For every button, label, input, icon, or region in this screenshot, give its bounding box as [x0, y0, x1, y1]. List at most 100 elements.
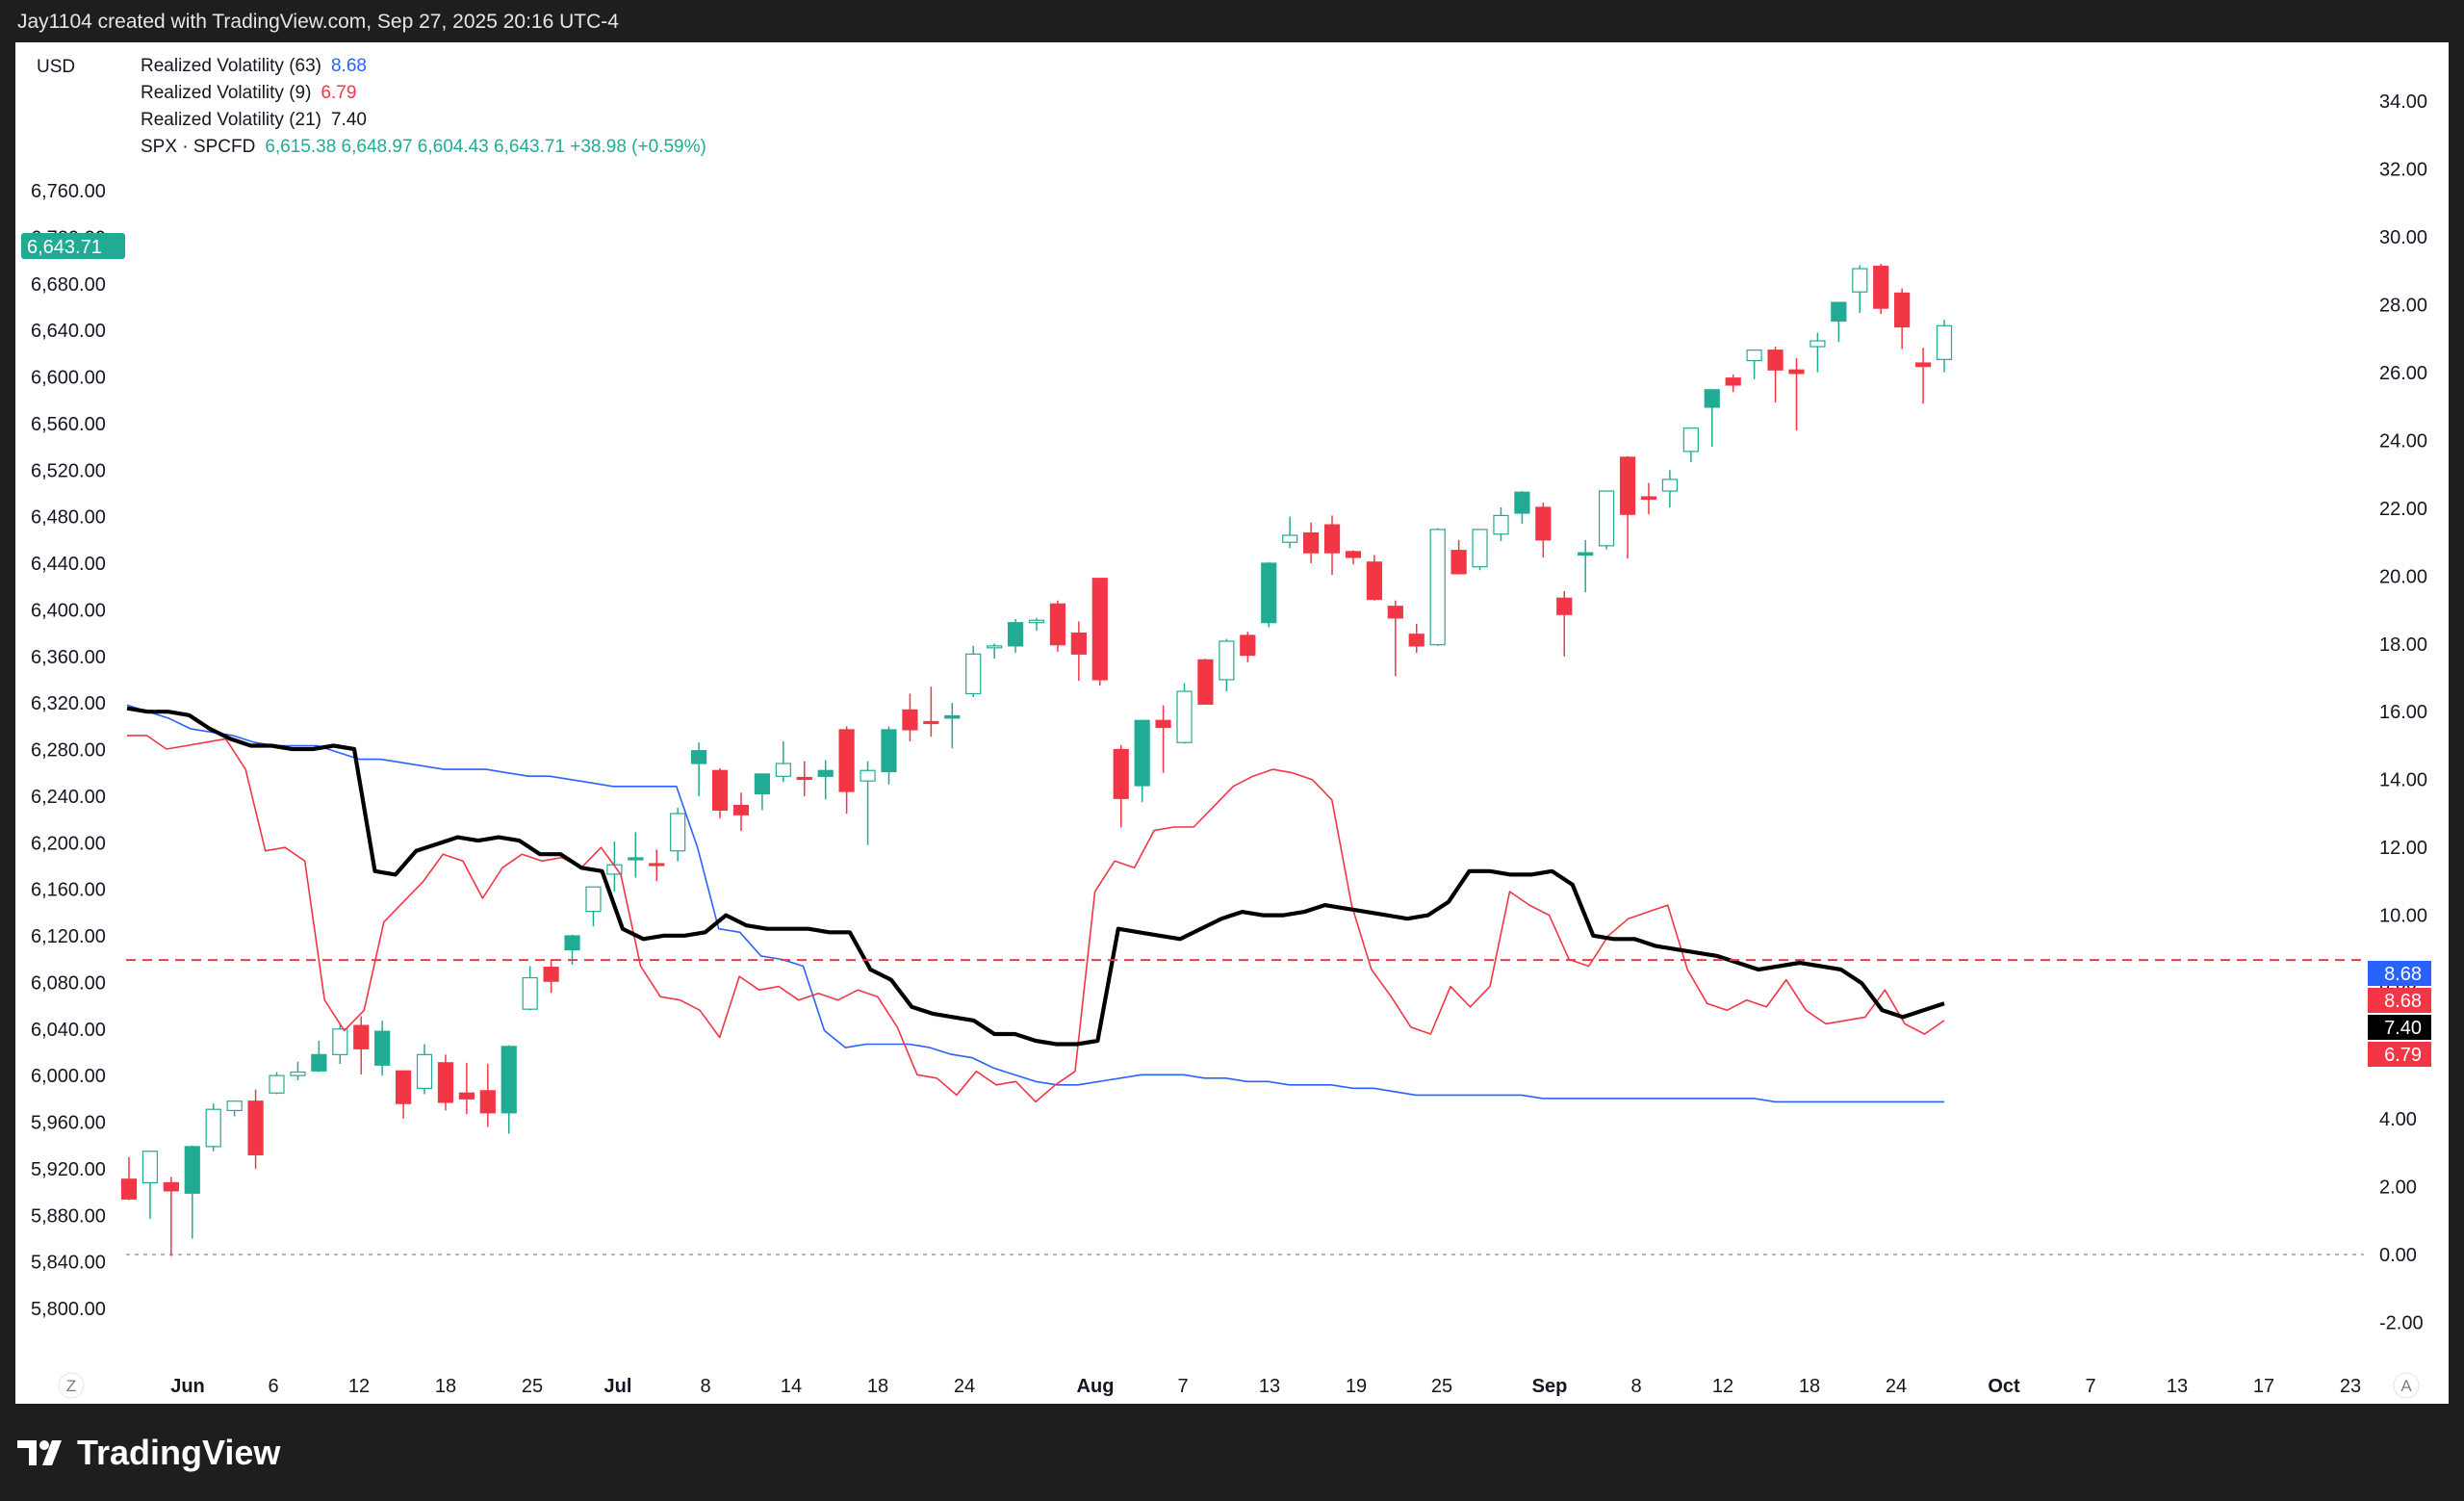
candle-body — [1640, 496, 1657, 501]
time-tick-label: 13 — [2167, 1376, 2188, 1397]
candle-body — [923, 720, 939, 725]
time-axis[interactable]: Jun 6 12 18 25 Jul 8 14 18 24 Aug 7 13 19 25 Sep 8 12 18 24… — [170, 1376, 2361, 1397]
currency-label[interactable]: USD — [37, 57, 76, 77]
candle-body — [1914, 362, 1932, 368]
candle-body — [691, 750, 707, 764]
candle-body — [1746, 349, 1762, 362]
legend-vol63-value: 8.68 — [330, 56, 367, 76]
vol-tick-label: 26.00 — [2379, 363, 2427, 384]
candle-body — [205, 1108, 221, 1148]
legend-vol63[interactable]: Realized Volatility (63) 8.68 — [141, 56, 367, 77]
price-tick-label: 5,840.00 — [31, 1253, 106, 1274]
value-badge-text: 8.68 — [2384, 964, 2422, 985]
zoom-button[interactable]: Z — [58, 1372, 85, 1399]
zoom-button-bg[interactable] — [58, 1372, 85, 1399]
price-tick-label: 5,920.00 — [31, 1159, 106, 1180]
time-tick-label: Jun — [170, 1376, 205, 1397]
candle-body — [416, 1053, 433, 1090]
candle-body — [500, 1046, 517, 1114]
candle-body — [1578, 552, 1594, 556]
price-tick-label: 5,800.00 — [31, 1299, 106, 1320]
chart-attribution: Jay1104 created with TradingView.com, Se… — [17, 11, 619, 33]
price-tick-label: 6,440.00 — [31, 554, 106, 575]
right-badges: 8.68 8.68 7.40 6.79 — [2368, 961, 2431, 1067]
candle-body — [1240, 634, 1256, 657]
value-badge-text: 8.68 — [2384, 991, 2422, 1012]
time-tick-label: Sep — [1532, 1376, 1568, 1397]
candle-body — [1556, 597, 1573, 615]
candle-body — [987, 645, 1003, 649]
vol21-line — [126, 706, 1945, 1047]
value-badge-text: 6.79 — [2384, 1045, 2422, 1066]
footer-bar: TradingView — [0, 1404, 2464, 1501]
candle-body — [585, 886, 602, 913]
price-tick-label: 6,520.00 — [31, 460, 106, 481]
candle-body — [353, 1024, 370, 1049]
time-tick-label: 23 — [2340, 1376, 2361, 1397]
time-tick-label: Aug — [1077, 1376, 1115, 1397]
time-tick-label: 25 — [1431, 1376, 1452, 1397]
candle-body — [1852, 268, 1868, 293]
vol-tick-label: 24.00 — [2379, 430, 2427, 452]
candle-body — [1682, 427, 1699, 453]
volatility-axis[interactable]: -2.000.002.004.006.008.0010.0012.0014.00… — [2379, 91, 2427, 1333]
candle-body — [1219, 640, 1235, 681]
candle-body — [479, 1090, 496, 1114]
time-tick-label: 12 — [1712, 1376, 1733, 1397]
candle-body — [1493, 514, 1509, 535]
candle-body — [564, 935, 580, 951]
candle-body — [120, 1178, 138, 1200]
price-tick-label: 6,600.00 — [31, 368, 106, 389]
price-tick-label: 6,000.00 — [31, 1066, 106, 1087]
candle-body — [1070, 632, 1087, 655]
legend-vol9-label: Realized Volatility (9) — [141, 83, 312, 103]
time-tick-label: 6 — [268, 1376, 278, 1397]
auto-scale-button[interactable]: A — [2393, 1372, 2420, 1399]
legend-spx[interactable]: SPX · SPCFD 6,615.38 6,648.97 6,604.43 6,… — [141, 137, 706, 158]
time-tick-label: 24 — [954, 1376, 975, 1397]
candle-body — [1514, 491, 1530, 514]
candle-body — [1767, 349, 1784, 371]
candle-body — [226, 1100, 243, 1112]
candle-body — [437, 1062, 454, 1103]
candle-body — [1302, 531, 1320, 554]
time-tick-label: 17 — [2253, 1376, 2274, 1397]
price-tick-label: 6,240.00 — [31, 787, 106, 808]
chart-canvas[interactable]: 5,800.00 5,840.00 5,880.00 5,920.00 5,960.00… — [15, 42, 2449, 1404]
price-tick-label: 6,480.00 — [31, 507, 106, 529]
auto-scale-button-bg[interactable] — [2393, 1372, 2420, 1399]
price-label-bg — [21, 233, 125, 259]
vol9-line — [127, 735, 1945, 1103]
price-tick-label: 6,640.00 — [31, 321, 106, 342]
time-tick-label: 18 — [867, 1376, 888, 1397]
price-tick-label: 5,880.00 — [31, 1205, 106, 1227]
candle-body — [1429, 529, 1446, 646]
time-tick-label: Jul — [604, 1376, 632, 1397]
candle-body — [1831, 301, 1847, 323]
legend-vol63-label: Realized Volatility (63) — [141, 56, 321, 76]
vol-tick-label: 16.00 — [2379, 702, 2427, 723]
candle-body — [311, 1053, 327, 1072]
candle-body — [184, 1146, 200, 1194]
candle-body — [269, 1074, 285, 1094]
vol-tick-label: -2.00 — [2379, 1312, 2424, 1333]
legend-vol21[interactable]: Realized Volatility (21) 7.40 — [141, 110, 367, 131]
vol-tick-label: 34.00 — [2379, 91, 2427, 113]
candle-body — [247, 1100, 264, 1155]
candle-body — [711, 769, 729, 811]
legend-vol9[interactable]: Realized Volatility (9) 6.79 — [141, 83, 356, 104]
vol-tick-label: 22.00 — [2379, 499, 2427, 520]
chart-panel[interactable]: 5,800.00 5,840.00 5,880.00 5,920.00 5,960.00… — [15, 42, 2449, 1404]
vol-tick-label: 28.00 — [2379, 295, 2427, 316]
vol-tick-label: 0.00 — [2379, 1245, 2417, 1266]
zoom-label[interactable]: Z — [66, 1377, 76, 1395]
candle-body — [796, 776, 812, 781]
price-tick-label: 6,120.00 — [31, 926, 106, 947]
price-tick-label: 6,040.00 — [31, 1020, 106, 1041]
price-axis[interactable]: 5,800.00 5,840.00 5,880.00 5,920.00 5,960.00… — [31, 181, 106, 1320]
candle-body — [732, 804, 750, 815]
auto-scale-label[interactable]: A — [2400, 1377, 2412, 1395]
candle-body — [332, 1028, 348, 1055]
tradingview-logo[interactable]: TradingView — [17, 1433, 280, 1473]
price-tick-label: 6,160.00 — [31, 880, 106, 901]
